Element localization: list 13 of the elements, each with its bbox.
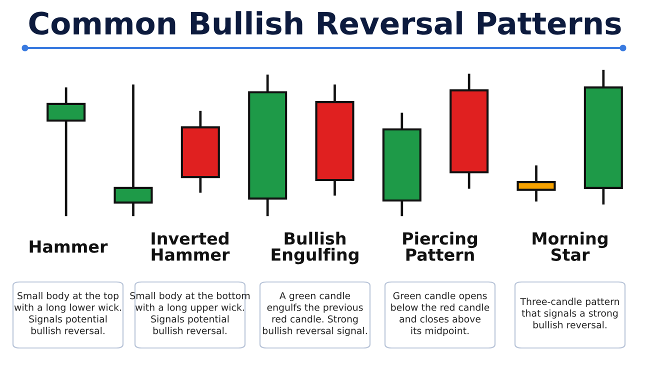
text: Green candle opens below the red candle and closes above its midpoint. — [391, 292, 490, 336]
text: Piercing Pattern — [403, 232, 478, 261]
candlestick — [114, 84, 153, 216]
text: A green candle engulfs the previous red candle. Strong bullish reversal signal. — [262, 292, 367, 336]
chart-title: Common Bullish Reversal Patterns — [29, 11, 621, 35]
text: Bullish Engulfing — [272, 232, 358, 264]
text: Morning Star — [532, 232, 608, 261]
text: Inverted Hammer — [152, 232, 230, 261]
text: Three-candle pattern that signals a strong bullish reversal. — [520, 298, 619, 328]
text: Small body at the top with a long lower wick. Signals potential bullish reversal. — [14, 292, 122, 334]
text: Hammer — [30, 240, 108, 253]
candlestick — [46, 87, 86, 216]
text: Small body at the bottom with a long upper wick. Signals potential bullish reversal. — [130, 292, 250, 334]
